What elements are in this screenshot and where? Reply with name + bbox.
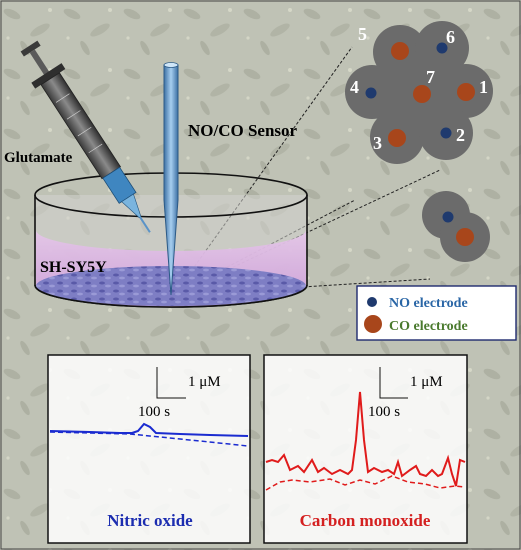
no-electrode-dot [442, 211, 454, 223]
legend-no-label: NO electrode [389, 296, 468, 311]
no-scale-x-label: 100 s [138, 404, 170, 420]
electrode-6-no [436, 42, 448, 54]
legend-co-label: CO electrode [389, 319, 468, 334]
electrode-7-co [413, 85, 431, 103]
cell-line-label: SH-SY5Y [40, 259, 107, 276]
no-scale-y-label: 1 μM [188, 374, 221, 390]
legend-no-marker [367, 297, 377, 307]
co-scale-y-label: 1 μM [410, 374, 443, 390]
sensor-label: NO/CO Sensor [188, 121, 298, 140]
electrode-array-7: 5 6 4 7 1 3 2 [345, 21, 493, 164]
electrode-4-no [365, 87, 377, 99]
syringe-icon [20, 40, 151, 233]
electrode-3-co [388, 129, 406, 147]
panel-nitric-oxide: 1 μM 100 s Nitric oxide [47, 354, 251, 544]
legend: NO electrode CO electrode [356, 285, 517, 341]
electrode-number-7: 7 [426, 67, 435, 87]
sensor-probe [163, 62, 179, 296]
electrode-number-5: 5 [358, 24, 367, 44]
electrode-5-co [391, 42, 409, 60]
electrode-2-no [440, 127, 452, 139]
electrode-number-4: 4 [350, 77, 359, 97]
no-panel-title: Nitric oxide [107, 511, 193, 530]
electrode-number-2: 2 [456, 125, 465, 145]
electrode-number-6: 6 [446, 27, 455, 47]
co-trace-dashed [265, 475, 466, 491]
electrode-array-2 [422, 191, 490, 262]
no-trace-solid [49, 422, 249, 437]
co-trace-solid [265, 391, 466, 487]
glutamate-label: Glutamate [4, 150, 73, 166]
panel-carbon-monoxide: 1 μM 100 s Carbon monoxide [263, 354, 468, 544]
co-electrode-dot [456, 228, 474, 246]
electrode-1-co [457, 83, 475, 101]
electrode-number-1: 1 [479, 77, 488, 97]
co-scale-x-label: 100 s [368, 404, 400, 420]
electrode-number-3: 3 [373, 133, 382, 153]
co-panel-title: Carbon monoxide [300, 511, 431, 530]
legend-co-marker [364, 315, 382, 333]
